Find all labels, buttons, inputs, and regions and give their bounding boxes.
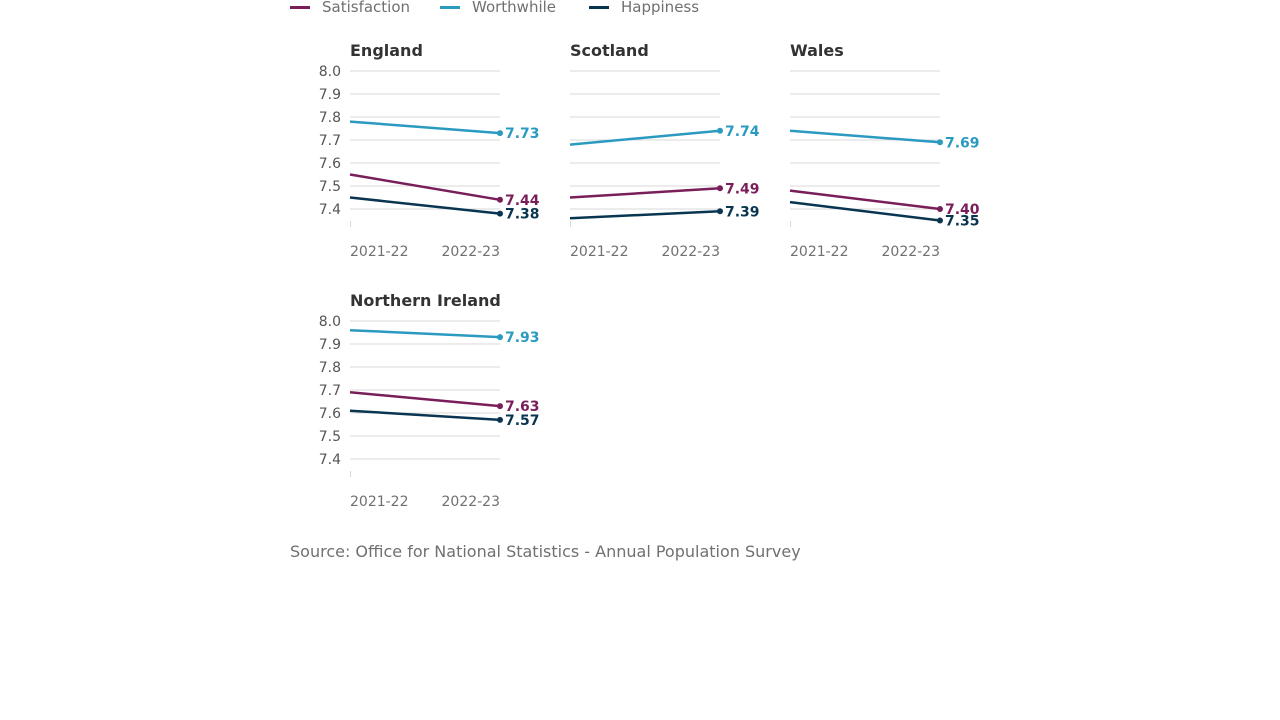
series-end-point-happiness <box>717 208 723 215</box>
series-end-label-happiness: 7.39 <box>725 204 760 220</box>
series-end-label-worthwhile: 7.69 <box>945 135 980 151</box>
series-end-point-satisfaction <box>497 196 503 203</box>
series-line-worthwhile <box>569 129 721 146</box>
panel-title: Northern Ireland <box>350 291 501 310</box>
x-tick-label: 2022-23 <box>442 494 501 510</box>
y-tick-label: 7.9 <box>319 337 341 353</box>
y-tick-label: 8.0 <box>319 64 341 80</box>
series-line-satisfaction <box>349 391 501 408</box>
series-line-worthwhile <box>349 120 501 135</box>
series-end-label-happiness: 7.35 <box>945 214 980 230</box>
series-line-happiness <box>789 200 941 222</box>
panel-title: England <box>350 41 423 60</box>
y-tick-label: 7.6 <box>319 406 341 422</box>
series-end-label-worthwhile: 7.74 <box>725 124 760 140</box>
legend-label-worthwhile: Worthwhile <box>472 0 557 16</box>
series-end-point-happiness <box>497 416 503 423</box>
legend-swatch-satisfaction <box>290 6 310 9</box>
series-line-satisfaction <box>789 189 941 211</box>
y-tick-label: 7.4 <box>319 202 341 218</box>
y-tick-label: 7.8 <box>319 360 341 376</box>
y-tick-label: 7.7 <box>319 133 341 149</box>
y-tick-label: 7.7 <box>319 383 341 399</box>
legend-label-happiness: Happiness <box>621 0 700 16</box>
series-end-label-happiness: 7.38 <box>505 207 540 223</box>
x-tick-label: 2021-22 <box>350 244 409 260</box>
series-end-label-worthwhile: 7.73 <box>505 126 540 142</box>
series-line-satisfaction <box>349 173 501 202</box>
series-end-point-satisfaction <box>937 206 943 212</box>
series-end-point-worthwhile <box>497 130 503 137</box>
series-end-point-worthwhile <box>717 127 723 134</box>
y-tick-label: 8.0 <box>319 314 341 330</box>
y-tick-label: 7.9 <box>319 87 341 103</box>
series-line-worthwhile <box>789 129 941 144</box>
series-line-happiness <box>569 210 721 220</box>
series-line-worthwhile <box>349 328 501 339</box>
series-end-label-satisfaction: 7.44 <box>505 193 540 209</box>
series-end-label-happiness: 7.57 <box>505 413 540 429</box>
series-end-point-satisfaction <box>497 403 503 410</box>
x-tick-label: 2021-22 <box>570 244 629 260</box>
panel-title: Wales <box>790 41 844 60</box>
y-tick-label: 7.8 <box>319 110 341 126</box>
series-end-point-worthwhile <box>497 334 503 341</box>
series-end-label-worthwhile: 7.93 <box>505 330 540 346</box>
series-line-happiness <box>349 196 501 215</box>
series-end-point-worthwhile <box>937 139 943 146</box>
y-tick-label: 7.4 <box>319 452 341 468</box>
x-tick-label: 2021-22 <box>350 494 409 510</box>
series-line-satisfaction <box>569 187 721 199</box>
legend-label-satisfaction: Satisfaction <box>322 0 411 16</box>
y-tick-label: 7.5 <box>319 179 341 195</box>
y-tick-label: 7.5 <box>319 429 341 445</box>
small-multiples-charts: England 8.0 7.9 7.8 7.7 7.6 7.5 7.4 2021-22 2022-… <box>319 41 980 510</box>
series-end-label-satisfaction: 7.40 <box>945 202 980 218</box>
x-tick-label: 2022-23 <box>882 244 941 260</box>
legend-swatch-worthwhile <box>440 6 460 9</box>
series-end-label-satisfaction: 7.49 <box>725 181 760 197</box>
series-end-label-satisfaction: 7.63 <box>505 399 540 415</box>
x-tick-label: 2021-22 <box>790 244 849 260</box>
x-tick-label: 2022-23 <box>662 244 721 260</box>
series-end-point-happiness <box>937 217 943 224</box>
source-note: Source: Office for National Statistics -… <box>290 542 801 561</box>
legend-swatch-happiness <box>589 6 609 9</box>
series-end-point-happiness <box>497 210 503 217</box>
x-tick-label: 2022-23 <box>442 244 501 260</box>
series-line-happiness <box>349 409 501 422</box>
panel-title: Scotland <box>570 41 649 60</box>
y-tick-label: 7.6 <box>319 156 341 172</box>
series-end-point-satisfaction <box>717 185 723 192</box>
